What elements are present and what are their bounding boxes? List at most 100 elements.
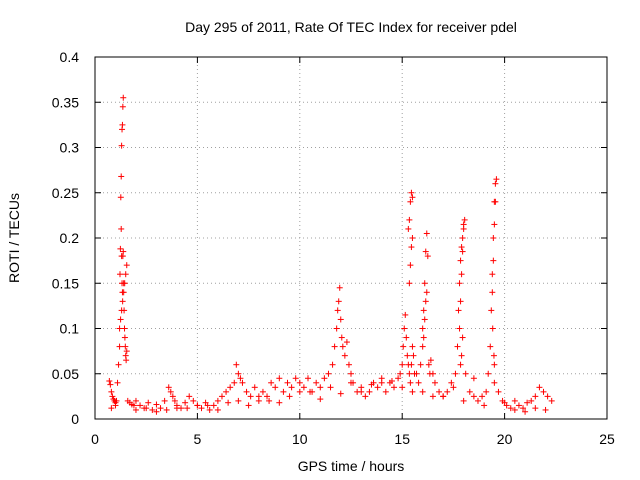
data-point [336, 284, 343, 291]
data-point [264, 393, 271, 400]
y-tick-label: 0.35 [52, 94, 79, 110]
y-tick-label: 0 [71, 411, 79, 427]
data-point [378, 379, 385, 386]
data-point [403, 334, 410, 341]
data-point [284, 379, 291, 386]
data-point [456, 280, 463, 287]
data-point [488, 307, 495, 314]
data-point [405, 225, 412, 232]
data-point [106, 377, 113, 384]
data-point [485, 370, 492, 377]
data-point [520, 405, 527, 412]
data-point [334, 307, 341, 314]
data-point [119, 121, 126, 128]
data-point [348, 370, 354, 377]
data-point [406, 370, 413, 377]
data-point [153, 401, 160, 408]
data-point [118, 225, 125, 232]
data-point [404, 352, 411, 359]
data-point [206, 406, 213, 413]
data-point [423, 230, 430, 237]
y-tick-labels: 0 0.05 0.1 0.15 0.2 0.25 0.3 0.35 0.4 [52, 49, 79, 427]
data-point [422, 298, 429, 305]
data-point [276, 399, 283, 406]
data-point [491, 361, 498, 368]
data-point [235, 397, 242, 404]
data-point [491, 379, 498, 386]
data-point [420, 334, 427, 341]
data-point [458, 244, 465, 251]
data-point [132, 406, 139, 413]
data-point [292, 375, 299, 382]
data-point [122, 271, 129, 278]
data-point [119, 280, 126, 287]
data-point [218, 393, 225, 400]
data-point [511, 406, 518, 413]
data-point [455, 307, 462, 314]
data-point [157, 405, 164, 412]
data-point [409, 235, 416, 241]
data-point [247, 393, 254, 400]
data-point [487, 343, 494, 350]
axis-ticks [94, 56, 608, 420]
data-point [528, 397, 535, 404]
data-point [495, 388, 502, 395]
data-point [459, 235, 466, 241]
data-point [173, 405, 180, 412]
data-point [470, 375, 477, 382]
data-point [544, 393, 551, 400]
data-point [457, 298, 464, 305]
data-point [413, 370, 420, 377]
data-point [116, 343, 123, 350]
data-point [186, 393, 193, 400]
data-point [143, 405, 150, 412]
data-point [448, 379, 455, 386]
data-point [214, 397, 221, 404]
x-tick-label: 15 [394, 431, 410, 447]
data-point [452, 370, 459, 377]
data-point [440, 393, 447, 400]
data-point [237, 375, 244, 382]
y-tick-label: 0.15 [52, 275, 79, 291]
data-point [327, 384, 334, 391]
data-point [333, 325, 340, 332]
data-point [198, 405, 205, 412]
data-point [397, 370, 404, 377]
data-point [427, 357, 434, 364]
data-point [511, 397, 518, 404]
x-tick-label: 25 [599, 431, 615, 447]
data-point [419, 343, 426, 350]
data-point [204, 402, 211, 409]
data-point [422, 248, 429, 255]
data-point [119, 103, 126, 110]
data-point [182, 399, 189, 406]
data-point [120, 248, 127, 255]
grid-lines [95, 57, 607, 419]
data-point [368, 381, 375, 388]
data-point [417, 361, 424, 368]
data-point [450, 384, 457, 391]
data-point [233, 361, 240, 368]
data-point [113, 397, 120, 404]
data-point [388, 377, 395, 384]
data-point [118, 307, 125, 314]
x-axis-title: GPS time / hours [298, 458, 405, 474]
data-point [296, 379, 303, 386]
data-point [457, 361, 464, 368]
data-point [227, 384, 234, 391]
x-tick-label: 0 [91, 431, 99, 447]
data-point [391, 384, 398, 391]
data-point [331, 343, 338, 350]
data-point [122, 343, 129, 350]
data-point [458, 271, 465, 278]
data-point [419, 325, 426, 332]
data-point [108, 388, 115, 395]
data-point [163, 406, 170, 413]
data-point [374, 384, 381, 391]
data-point [395, 375, 402, 382]
data-point [184, 405, 191, 412]
y-tick-label: 0.25 [52, 185, 79, 201]
data-point [119, 298, 126, 305]
